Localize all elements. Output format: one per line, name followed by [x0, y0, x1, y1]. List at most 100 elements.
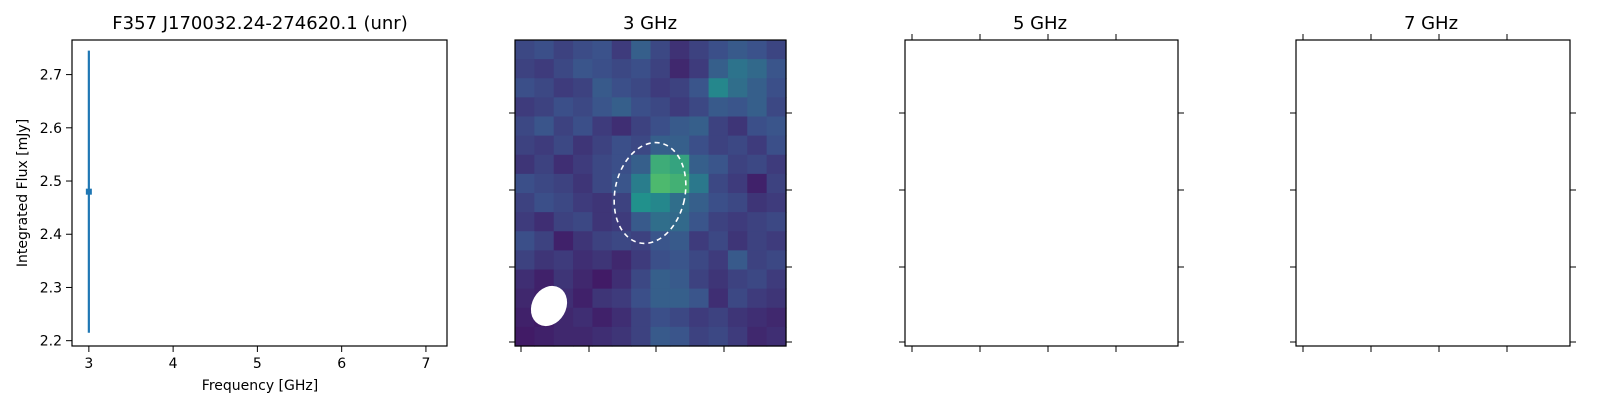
image-pixel	[573, 154, 594, 175]
image-pixel	[650, 135, 671, 156]
x-tick-label: 7	[421, 356, 430, 372]
image-pixel	[747, 173, 768, 194]
image-panel-3ghz: 3 GHz	[509, 13, 792, 352]
image-pixel	[631, 231, 652, 251]
image-pixel	[611, 326, 632, 347]
image-pixel	[727, 288, 748, 309]
image-pixel	[766, 173, 787, 194]
image-pixel	[766, 59, 787, 79]
image-pixel	[515, 97, 535, 118]
image-pixel	[727, 307, 748, 328]
image-pixel	[631, 97, 652, 118]
image-pixel	[727, 173, 748, 194]
image-pixel	[727, 59, 748, 79]
image-pixel	[708, 231, 729, 251]
image-pixel	[747, 288, 768, 309]
image-pixel	[727, 212, 748, 232]
image-pixel	[611, 212, 632, 232]
image-pixel	[689, 193, 710, 213]
image-pixel	[669, 288, 690, 309]
image-pixel	[573, 40, 594, 60]
image-pixel	[689, 40, 710, 60]
image-title-7ghz: 7 GHz	[1404, 13, 1458, 34]
image-pixel	[669, 212, 690, 232]
image-pixel	[592, 193, 613, 213]
image-pixel	[766, 40, 787, 60]
image-pixel	[631, 269, 652, 290]
image-frame-3ghz	[514, 39, 787, 347]
image-pixel	[669, 231, 690, 251]
x-tick-label: 6	[337, 356, 346, 372]
image-pixel	[573, 326, 594, 347]
image-pixel	[708, 154, 729, 175]
y-tick-label: 2.4	[40, 227, 62, 243]
image-pixel	[689, 78, 710, 98]
image-pixel	[766, 212, 787, 232]
image-pixel	[534, 97, 555, 118]
spectrum-title: F357 J170032.24-274620.1 (unr)	[112, 13, 407, 34]
image-pixel	[592, 135, 613, 156]
image-pixel	[631, 173, 652, 194]
image-pixel	[553, 212, 574, 232]
image-pixel	[534, 193, 555, 213]
image-pixel	[515, 154, 535, 175]
image-pixel	[747, 59, 768, 79]
image-pixel	[534, 40, 555, 60]
image-pixel	[708, 193, 729, 213]
image-pixel	[573, 78, 594, 98]
image-pixel	[708, 97, 729, 118]
image-pixel	[592, 231, 613, 251]
image-pixel	[553, 231, 574, 251]
image-pixel	[573, 97, 594, 118]
image-pixel	[689, 288, 710, 309]
image-pixel	[631, 116, 652, 137]
image-pixel	[631, 154, 652, 175]
image-pixel	[592, 326, 613, 347]
image-pixel	[727, 97, 748, 118]
image-pixel	[689, 59, 710, 79]
spectrum-frame	[71, 39, 448, 347]
image-pixel	[669, 59, 690, 79]
beam-ellipse	[530, 285, 568, 327]
image-pixel	[573, 212, 594, 232]
image-pixel	[650, 78, 671, 98]
image-pixel	[573, 288, 594, 309]
image-pixel	[669, 97, 690, 118]
image-pixel	[515, 116, 535, 137]
image-pixel	[727, 250, 748, 271]
image-pixel	[669, 173, 690, 194]
image-pixel	[650, 193, 671, 213]
image-pixel	[766, 78, 787, 98]
image-pixel	[534, 154, 555, 175]
image-pixel	[708, 269, 729, 290]
image-pixel	[727, 78, 748, 98]
image-pixel	[573, 59, 594, 79]
y-tick-label: 2.6	[40, 121, 62, 137]
image-pixel	[534, 326, 555, 347]
image-pixel	[592, 40, 613, 60]
x-tick-label: 5	[253, 356, 262, 372]
image-pixel	[534, 212, 555, 232]
image-pixel	[766, 288, 787, 309]
image-pixel	[553, 250, 574, 271]
image-ticks-5ghz	[899, 34, 1184, 352]
image-pixel	[515, 288, 535, 309]
image-pixel	[534, 269, 555, 290]
image-pixel	[631, 193, 652, 213]
image-pixel	[573, 231, 594, 251]
image-pixel	[747, 307, 768, 328]
image-pixel	[669, 40, 690, 60]
image-pixel	[611, 116, 632, 137]
image-pixel	[534, 173, 555, 194]
image-pixel	[553, 59, 574, 79]
image-pixel	[747, 78, 768, 98]
image-pixel	[631, 212, 652, 232]
spectrum-marks	[85, 50, 92, 333]
image-pixel	[727, 135, 748, 156]
y-tick-label: 2.5	[40, 174, 62, 190]
image-pixel	[708, 173, 729, 194]
image-pixel	[611, 173, 632, 194]
image-pixel	[650, 59, 671, 79]
x-tick-label: 4	[169, 356, 178, 372]
